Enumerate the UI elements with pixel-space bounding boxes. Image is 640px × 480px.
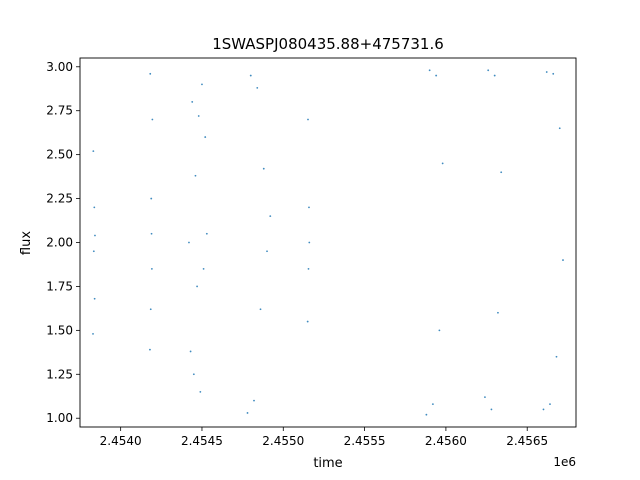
data-point	[188, 241, 190, 244]
data-point	[435, 74, 438, 77]
y-axis: 1.00 1.25 1.50 1.75 2.00 2.25 2.50 2.75 3.00	[46, 60, 80, 425]
data-point	[150, 197, 153, 200]
data-point	[202, 267, 205, 270]
data-points-group	[92, 69, 564, 416]
y-tick-label: 2.25	[46, 192, 73, 206]
data-point	[191, 101, 194, 103]
data-point	[306, 320, 309, 323]
data-point	[92, 332, 94, 335]
data-point	[149, 72, 152, 75]
data-point	[266, 250, 268, 253]
data-point	[500, 171, 503, 174]
data-point	[192, 373, 195, 376]
data-point	[484, 396, 486, 399]
y-tick-label: 3.00	[46, 60, 73, 74]
x-axis-label: time	[313, 456, 342, 471]
data-point	[269, 215, 272, 218]
data-point	[308, 241, 311, 244]
data-point	[307, 118, 309, 121]
data-point	[194, 174, 197, 177]
data-point	[441, 162, 444, 165]
x-tick-label: 2.4560	[425, 434, 467, 448]
data-point	[497, 311, 499, 314]
data-point	[438, 329, 441, 332]
data-point	[150, 232, 153, 235]
data-point	[562, 259, 564, 261]
data-point	[199, 390, 202, 393]
data-point	[425, 413, 428, 416]
data-point	[196, 285, 198, 288]
data-point	[93, 297, 96, 300]
data-point	[205, 232, 208, 235]
data-point	[249, 74, 252, 77]
data-point	[552, 72, 555, 75]
data-point	[197, 115, 200, 117]
data-point	[262, 167, 265, 170]
data-point	[149, 348, 151, 351]
data-point	[149, 308, 152, 311]
x-tick-label: 2.4540	[100, 434, 142, 448]
data-point	[307, 267, 310, 270]
data-point	[493, 74, 496, 77]
data-point	[204, 136, 207, 138]
data-point	[549, 403, 551, 406]
data-point	[259, 308, 262, 311]
data-point	[189, 350, 192, 353]
x-tick-label: 2.4555	[344, 434, 386, 448]
data-point	[256, 86, 259, 89]
data-point	[93, 206, 96, 209]
y-tick-label: 2.50	[46, 148, 73, 162]
y-axis-label: flux	[19, 231, 34, 255]
y-tick-label: 2.00	[46, 236, 73, 250]
chart-title: 1SWASPJ080435.88+475731.6	[212, 35, 444, 53]
data-point	[542, 408, 545, 411]
data-point	[201, 83, 203, 86]
data-point	[428, 69, 431, 72]
data-point	[487, 69, 490, 72]
data-point	[490, 408, 493, 411]
x-axis: 2.4540 2.4545 2.4550 2.4555 2.4560 2.4565	[100, 427, 548, 448]
y-tick-label: 1.25	[46, 367, 73, 381]
data-point	[151, 118, 154, 121]
data-point	[92, 150, 95, 153]
data-point	[558, 127, 561, 130]
data-point	[555, 355, 558, 358]
data-point	[150, 267, 153, 270]
y-tick-label: 2.75	[46, 104, 73, 118]
data-point	[246, 412, 249, 414]
y-tick-label: 1.75	[46, 279, 73, 293]
x-axis-offset-label: 1e6	[553, 455, 576, 469]
data-point	[545, 71, 548, 73]
y-tick-label: 1.50	[46, 323, 73, 337]
data-point	[308, 206, 310, 209]
x-tick-label: 2.4565	[506, 434, 548, 448]
x-tick-label: 2.4550	[262, 434, 304, 448]
data-point	[431, 403, 434, 406]
y-tick-label: 1.00	[46, 411, 73, 425]
data-point	[92, 250, 95, 253]
data-point	[253, 399, 255, 402]
x-tick-label: 2.4545	[181, 434, 223, 448]
data-point	[94, 234, 96, 237]
